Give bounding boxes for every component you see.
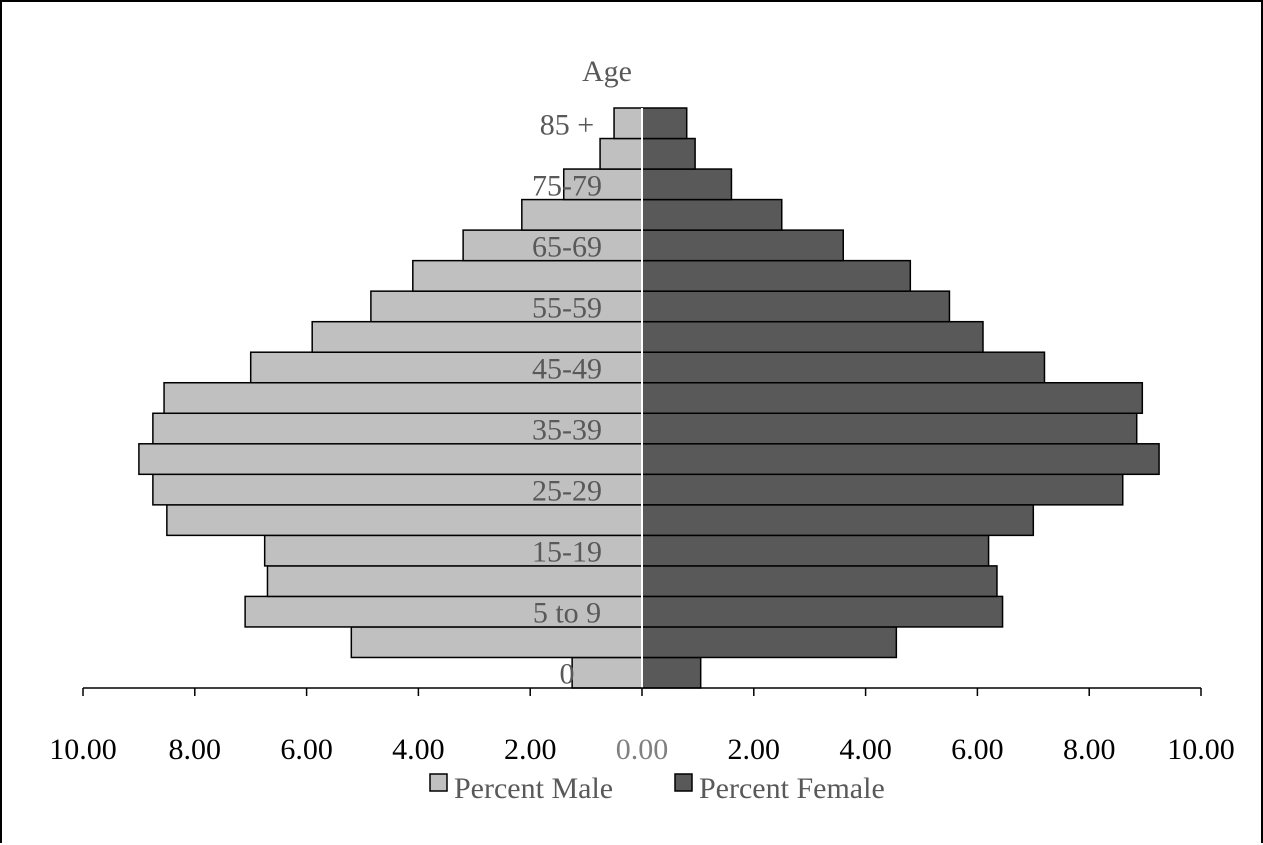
age-label: 75-79 xyxy=(532,169,602,202)
legend-label-female: Percent Female xyxy=(699,772,885,805)
x-tick-label: 10.00 xyxy=(1167,733,1235,766)
female-bar-18 xyxy=(641,107,688,140)
female-bar-2 xyxy=(641,595,1004,628)
x-tick-label: 8.00 xyxy=(169,733,222,766)
female-bar-15 xyxy=(641,198,783,231)
male-bar-11 xyxy=(311,320,643,353)
x-tick-label: 6.00 xyxy=(280,733,333,766)
x-tick-label: 10.00 xyxy=(49,733,117,766)
female-bar-5 xyxy=(641,504,1035,537)
male-bar-14 xyxy=(462,229,643,262)
male-bar-10 xyxy=(249,351,643,384)
age-label: 45-49 xyxy=(532,352,602,385)
female-bar-11 xyxy=(641,320,984,353)
age-label: 25-29 xyxy=(532,475,602,508)
male-bar-13 xyxy=(412,259,643,292)
female-bar-1 xyxy=(641,626,898,659)
male-bar-12 xyxy=(370,290,643,323)
x-tick-label: 8.00 xyxy=(1063,733,1116,766)
female-bar-9 xyxy=(641,381,1144,415)
male-bar-7 xyxy=(138,443,643,476)
x-axis: 10.00 8.00 6.00 4.00 2.00 0.00 2.00 4.00 6.00 8.0… xyxy=(49,687,1235,766)
male-bar-16 xyxy=(562,168,643,201)
male-bar-0 xyxy=(571,656,643,689)
female-bar-8 xyxy=(641,412,1138,445)
legend-swatch-male xyxy=(429,773,448,792)
male-bar-5 xyxy=(166,504,643,537)
male-bar-2 xyxy=(244,595,643,628)
age-label: 65-69 xyxy=(532,230,602,263)
age-label: 35-39 xyxy=(532,414,602,447)
male-bar-9 xyxy=(163,381,643,415)
female-bar-13 xyxy=(641,259,912,292)
female-bar-12 xyxy=(641,290,951,323)
female-bar-3 xyxy=(641,565,998,598)
age-label: 0 xyxy=(560,658,575,691)
age-label: 15-19 xyxy=(532,536,602,569)
female-bar-6 xyxy=(641,473,1124,506)
female-bar-0 xyxy=(641,656,702,689)
x-tick-label: 4.00 xyxy=(839,733,892,766)
female-bar-16 xyxy=(641,168,733,201)
x-tick-label: 2.00 xyxy=(504,733,557,766)
x-tick-label: 4.00 xyxy=(392,733,445,766)
male-bar-3 xyxy=(266,565,643,598)
female-bar-14 xyxy=(641,229,844,262)
legend-swatch-female xyxy=(674,773,693,792)
age-label: 55-59 xyxy=(532,291,602,324)
age-label: 85 + xyxy=(540,108,594,141)
age-label: 5 to 9 xyxy=(533,597,601,630)
male-bar-4 xyxy=(263,534,643,567)
legend: Percent Male Percent Female xyxy=(429,772,885,805)
x-tick-label: 0.00 xyxy=(616,733,669,766)
legend-label-male: Percent Male xyxy=(454,772,613,805)
male-bar-18 xyxy=(613,107,643,140)
age-labels-layer: 0 5 to 9 15-19 25-29 35-39 45-49 55-59 65-69 75-… xyxy=(532,108,602,690)
chart-title: Age xyxy=(582,55,632,88)
x-tick-label: 6.00 xyxy=(951,733,1004,766)
male-bar-1 xyxy=(350,626,643,659)
female-bar-17 xyxy=(641,137,696,170)
female-bar-4 xyxy=(641,534,990,567)
female-bar-10 xyxy=(641,351,1046,384)
male-bar-17 xyxy=(599,137,643,170)
x-tick-label: 2.00 xyxy=(728,733,781,766)
male-bar-15 xyxy=(521,198,643,231)
bars-layer xyxy=(138,107,1160,689)
female-bar-7 xyxy=(641,443,1160,476)
